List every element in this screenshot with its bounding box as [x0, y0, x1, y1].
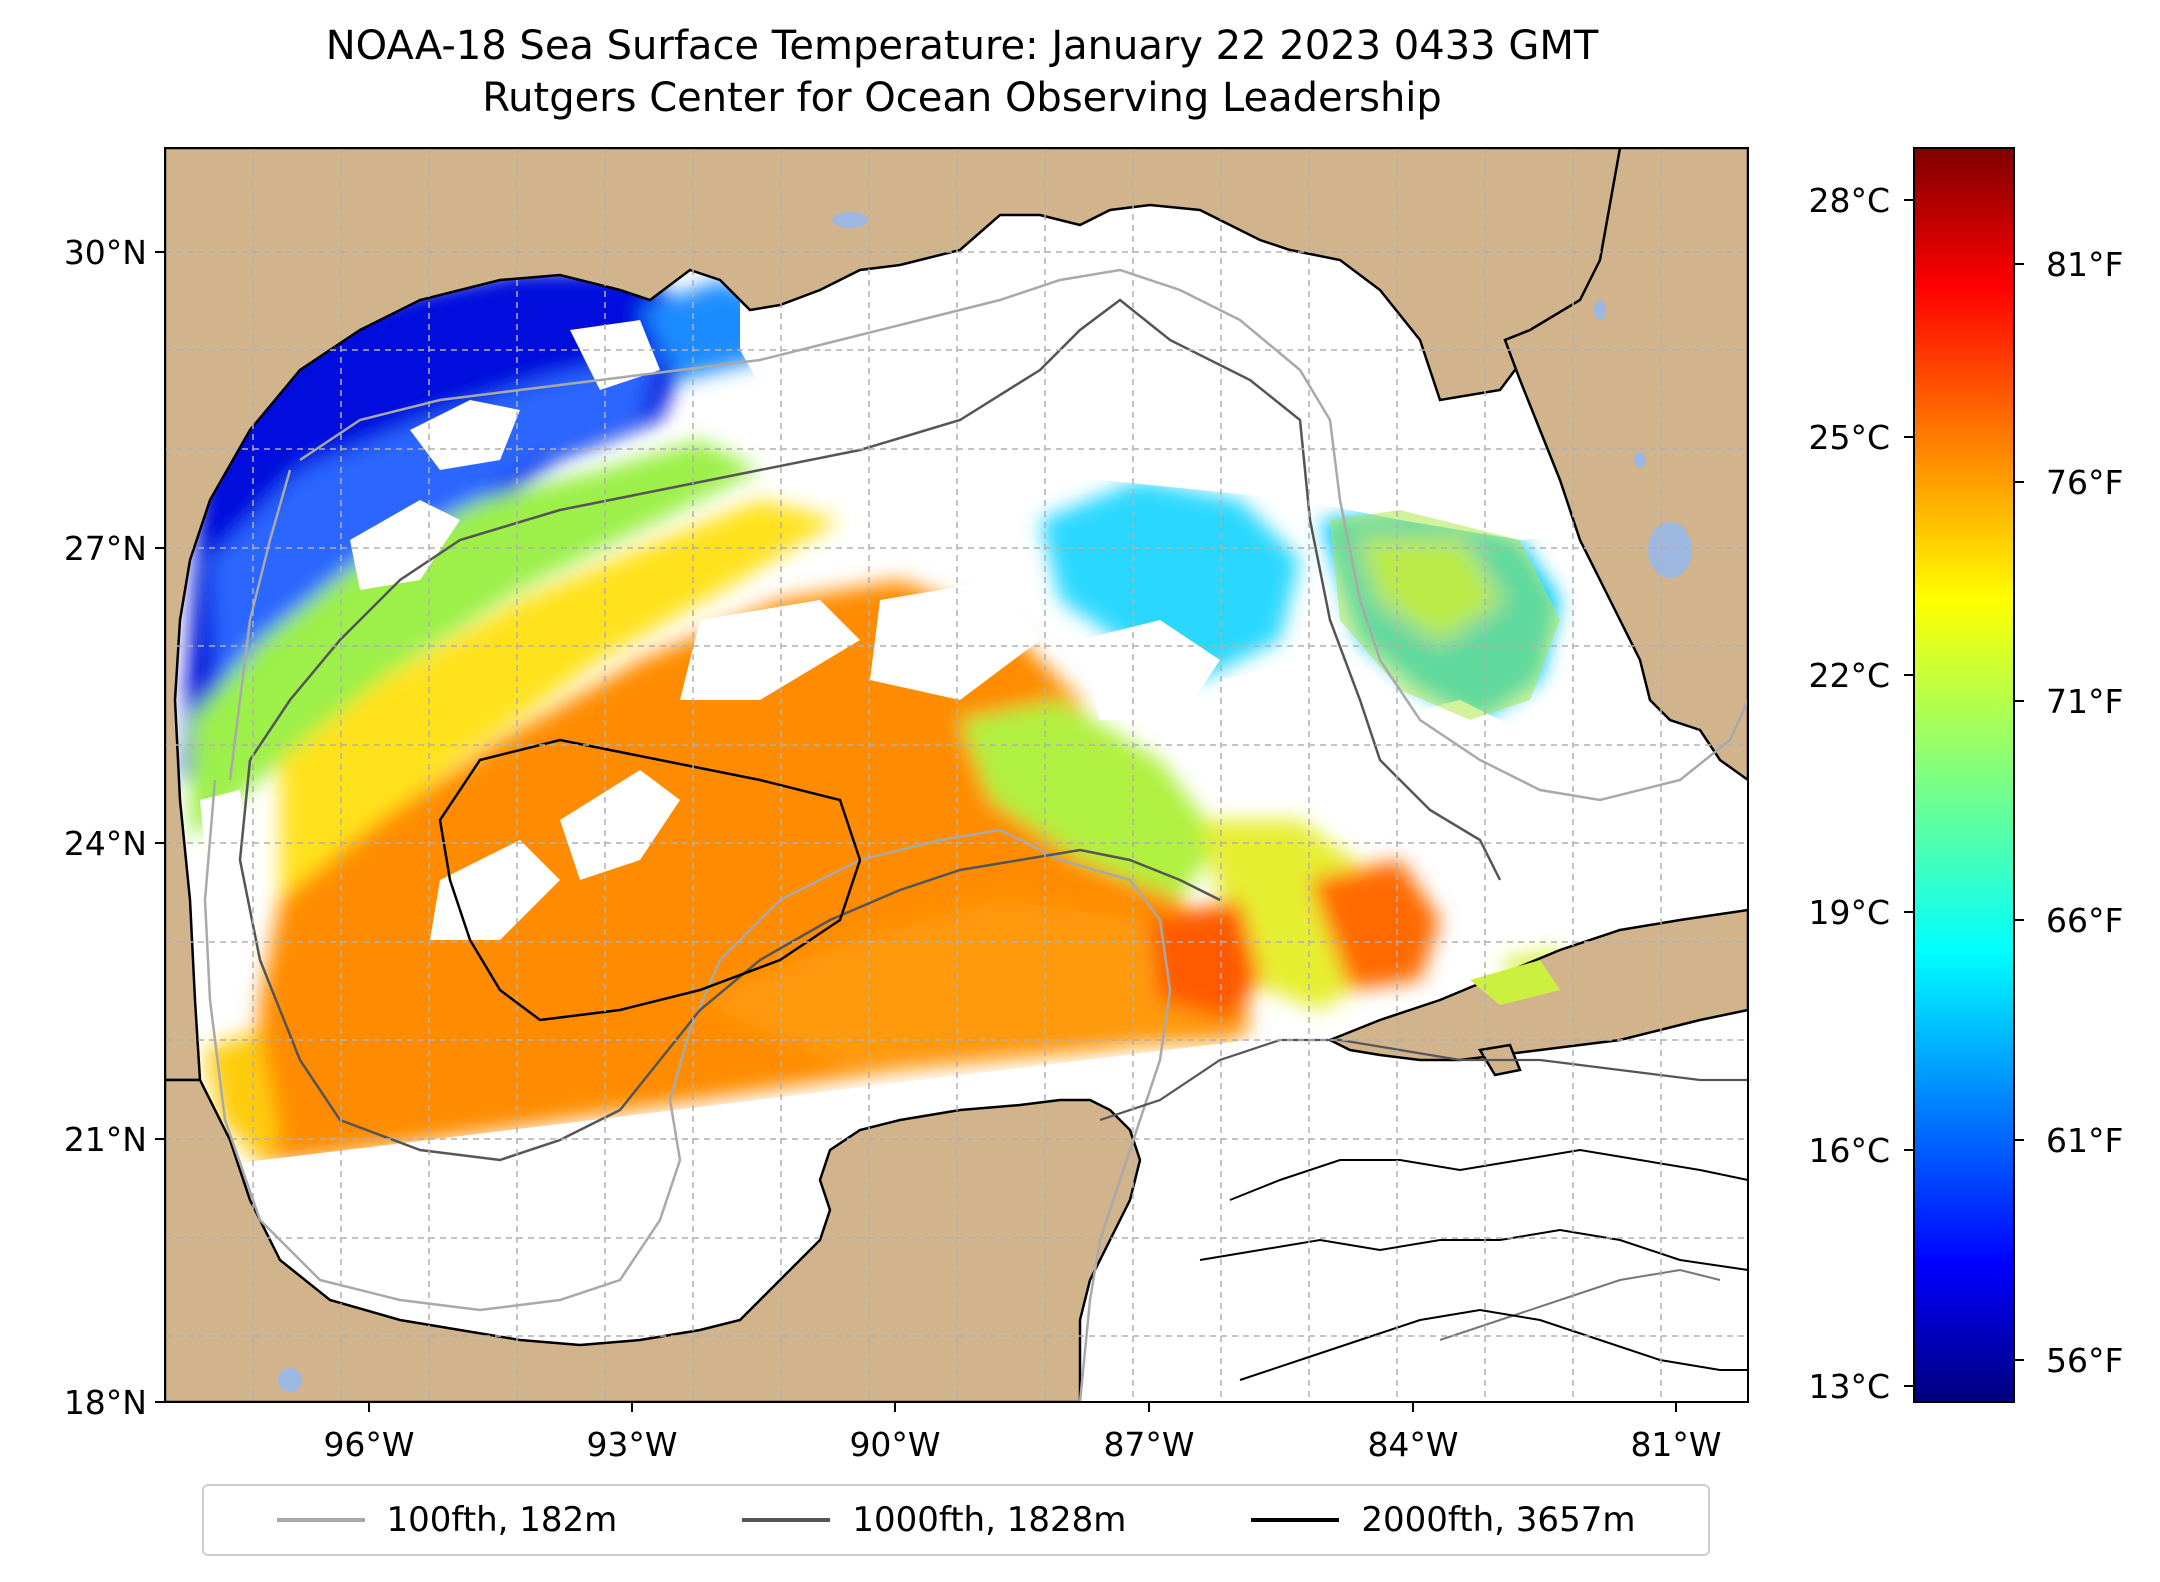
land	[165, 148, 1748, 1402]
cb-fahrenheit-label: 76°F	[2046, 463, 2123, 502]
lat-label: 27°N	[64, 529, 147, 568]
colorbar-ticks	[1904, 199, 2024, 1387]
lat-label: 24°N	[64, 824, 147, 863]
legend-label: 2000fth, 3657m	[1361, 1500, 1636, 1540]
legend-line-icon	[276, 1518, 365, 1522]
lon-label: 81°W	[1630, 1425, 1721, 1464]
legend: 100fth, 182m 1000fth, 1828m 2000fth, 365…	[202, 1484, 1710, 1556]
cb-fahrenheit-label: 71°F	[2046, 682, 2123, 721]
map-frame	[164, 147, 1749, 1403]
lon-label: 96°W	[323, 1425, 414, 1464]
legend-label: 100fth, 182m	[386, 1500, 618, 1540]
lat-label: 18°N	[64, 1383, 147, 1422]
legend-item-100fth: 100fth, 182m	[276, 1500, 618, 1540]
cb-celsius-label: 13°C	[1808, 1367, 1890, 1406]
lon-label: 93°W	[586, 1425, 677, 1464]
cb-fahrenheit-label: 66°F	[2046, 901, 2123, 940]
bathymetry	[203, 268, 1748, 1402]
map-subtitle: Rutgers Center for Ocean Observing Leade…	[482, 75, 1442, 121]
lakes	[278, 212, 1692, 1392]
cuba-lake-sst	[1470, 960, 1560, 1005]
cb-fahrenheit-label: 61°F	[2046, 1121, 2123, 1160]
legend-item-2000fth: 2000fth, 3657m	[1251, 1500, 1635, 1540]
lon-label: 87°W	[1103, 1425, 1194, 1464]
legend-line-icon	[1251, 1518, 1340, 1522]
legend-item-1000fth: 1000fth, 1828m	[742, 1500, 1126, 1540]
lat-label: 21°N	[64, 1120, 147, 1159]
map-title: NOAA-18 Sea Surface Temperature: January…	[325, 23, 1599, 69]
lon-label: 84°W	[1367, 1425, 1458, 1464]
cb-fahrenheit-label: 81°F	[2046, 245, 2123, 284]
cloud-gaps	[200, 320, 1540, 940]
cb-celsius-label: 16°C	[1808, 1131, 1890, 1170]
colorbar	[1913, 147, 2015, 1403]
lon-label: 90°W	[849, 1425, 940, 1464]
legend-line-icon	[742, 1518, 831, 1522]
colorbar-labels-celsius: 28°C 25°C 22°C 19°C 16°C 13°C	[1808, 181, 1890, 1406]
legend-label: 1000fth, 1828m	[852, 1500, 1127, 1540]
cb-fahrenheit-label: 56°F	[2046, 1341, 2123, 1380]
cb-celsius-label: 22°C	[1808, 656, 1890, 695]
lat-labels: 30°N 27°N 24°N 21°N 18°N	[64, 233, 147, 1422]
cb-celsius-label: 19°C	[1808, 893, 1890, 932]
gridlines	[165, 148, 1748, 1402]
colorbar-labels-fahrenheit: 81°F 76°F 71°F 66°F 61°F 56°F	[2046, 245, 2123, 1380]
cb-celsius-label: 25°C	[1808, 418, 1890, 457]
axis-ticks	[155, 251, 1677, 1412]
lat-label: 30°N	[64, 233, 147, 272]
cb-celsius-label: 28°C	[1808, 181, 1890, 220]
lon-labels: 96°W 93°W 90°W 87°W 84°W 81°W	[323, 1425, 1721, 1464]
map-area	[165, 148, 1748, 1402]
